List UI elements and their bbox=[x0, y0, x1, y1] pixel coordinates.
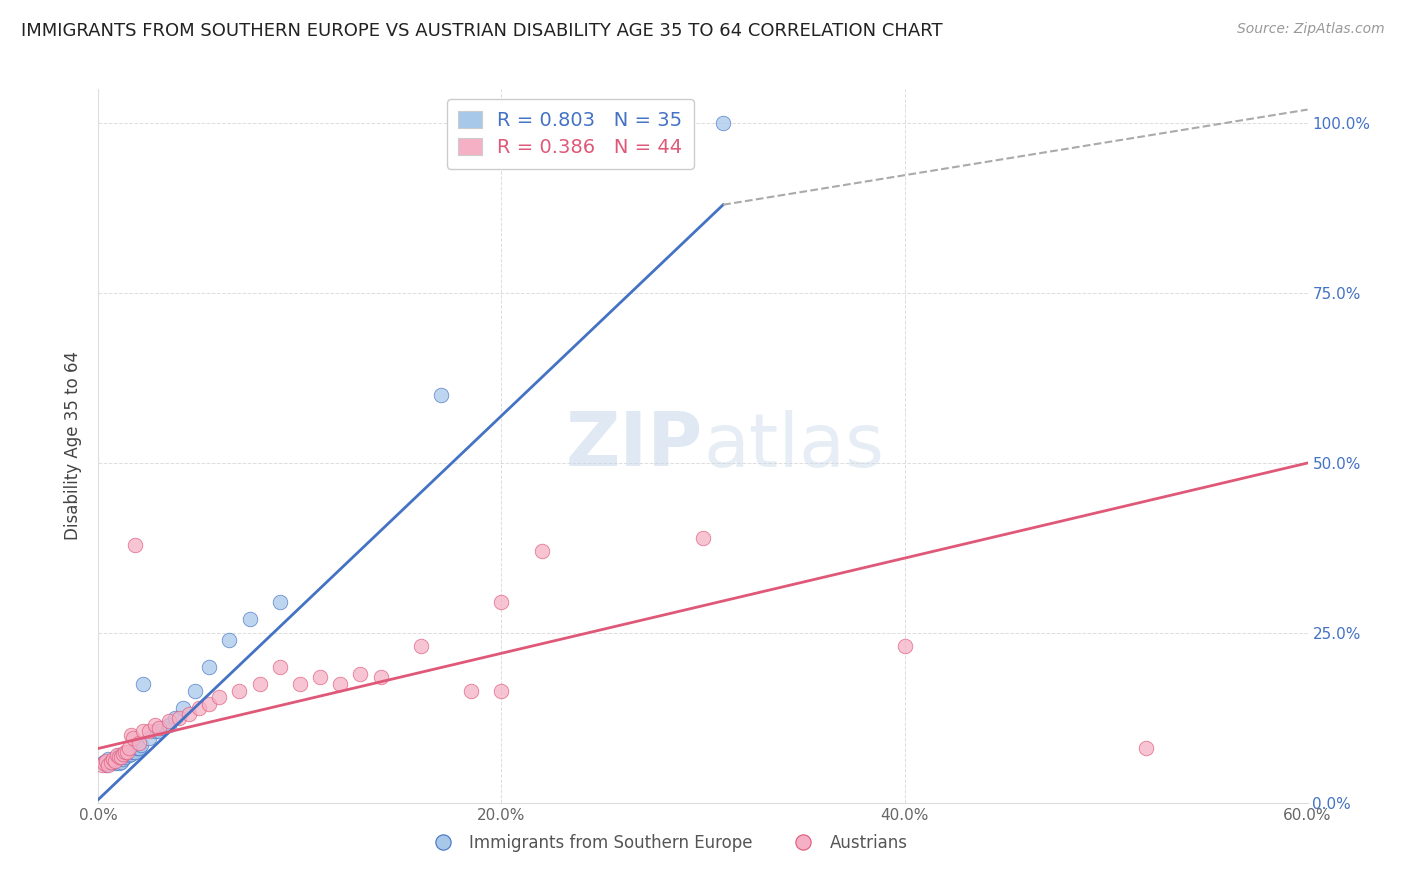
Point bbox=[132, 677, 155, 691]
Point bbox=[143, 724, 166, 739]
Point bbox=[132, 724, 155, 739]
Text: Source: ZipAtlas.com: Source: ZipAtlas.com bbox=[1237, 22, 1385, 37]
Point bbox=[491, 683, 513, 698]
Point bbox=[107, 756, 129, 771]
Point bbox=[118, 748, 141, 763]
Point bbox=[711, 116, 734, 130]
Point bbox=[152, 721, 174, 735]
Point bbox=[329, 677, 352, 691]
Point bbox=[96, 758, 118, 772]
Point bbox=[120, 728, 142, 742]
Point bbox=[101, 751, 124, 765]
Point bbox=[148, 721, 170, 735]
Point bbox=[107, 749, 129, 764]
Point bbox=[124, 745, 146, 759]
Point bbox=[115, 747, 138, 761]
Point bbox=[370, 670, 392, 684]
Point bbox=[249, 677, 271, 691]
Point bbox=[1135, 741, 1157, 756]
Point bbox=[208, 690, 231, 705]
Point bbox=[125, 741, 148, 756]
Point bbox=[409, 640, 432, 654]
Point bbox=[105, 748, 128, 763]
Point bbox=[163, 711, 186, 725]
Point bbox=[114, 749, 136, 764]
Point bbox=[121, 745, 143, 759]
Point bbox=[107, 748, 129, 763]
Point bbox=[110, 755, 132, 769]
Point bbox=[157, 714, 180, 729]
Point bbox=[460, 683, 482, 698]
Point bbox=[218, 632, 240, 647]
Point bbox=[179, 707, 201, 722]
Point bbox=[138, 724, 160, 739]
Point bbox=[148, 724, 170, 739]
Y-axis label: Disability Age 35 to 64: Disability Age 35 to 64 bbox=[65, 351, 83, 541]
Point bbox=[91, 758, 114, 772]
Point bbox=[103, 754, 125, 768]
Point bbox=[110, 749, 132, 764]
Point bbox=[118, 741, 141, 756]
Point bbox=[128, 736, 150, 750]
Point bbox=[100, 756, 122, 771]
Point bbox=[100, 755, 122, 769]
Point bbox=[157, 717, 180, 731]
Point bbox=[167, 711, 190, 725]
Point bbox=[269, 595, 291, 609]
Point bbox=[288, 677, 311, 691]
Point bbox=[97, 751, 120, 765]
Point bbox=[114, 745, 136, 759]
Point bbox=[103, 756, 125, 771]
Point bbox=[198, 660, 221, 674]
Point bbox=[101, 754, 124, 768]
Point bbox=[129, 738, 152, 752]
Point bbox=[115, 745, 138, 759]
Point bbox=[430, 388, 453, 402]
Point bbox=[93, 755, 115, 769]
Point bbox=[138, 731, 160, 746]
Point bbox=[172, 700, 194, 714]
Text: ZIP: ZIP bbox=[565, 409, 703, 483]
Point bbox=[96, 754, 118, 768]
Text: IMMIGRANTS FROM SOUTHERN EUROPE VS AUSTRIAN DISABILITY AGE 35 TO 64 CORRELATION : IMMIGRANTS FROM SOUTHERN EUROPE VS AUSTR… bbox=[21, 22, 942, 40]
Point bbox=[198, 698, 221, 712]
Point bbox=[105, 751, 128, 765]
Point bbox=[692, 531, 714, 545]
Point bbox=[188, 700, 211, 714]
Point bbox=[530, 544, 553, 558]
Point bbox=[120, 747, 142, 761]
Point bbox=[121, 731, 143, 746]
Point bbox=[269, 660, 291, 674]
Point bbox=[128, 741, 150, 756]
Point bbox=[491, 595, 513, 609]
Point bbox=[143, 717, 166, 731]
Point bbox=[111, 747, 134, 761]
Point bbox=[111, 751, 134, 765]
Point bbox=[309, 670, 332, 684]
Point bbox=[124, 537, 146, 551]
Point bbox=[93, 756, 115, 771]
Point bbox=[184, 683, 207, 698]
Point bbox=[239, 612, 262, 626]
Point bbox=[349, 666, 371, 681]
Legend: Immigrants from Southern Europe, Austrians: Immigrants from Southern Europe, Austria… bbox=[419, 828, 914, 859]
Text: atlas: atlas bbox=[703, 409, 884, 483]
Point bbox=[228, 683, 250, 698]
Point bbox=[97, 758, 120, 772]
Point bbox=[893, 640, 915, 654]
